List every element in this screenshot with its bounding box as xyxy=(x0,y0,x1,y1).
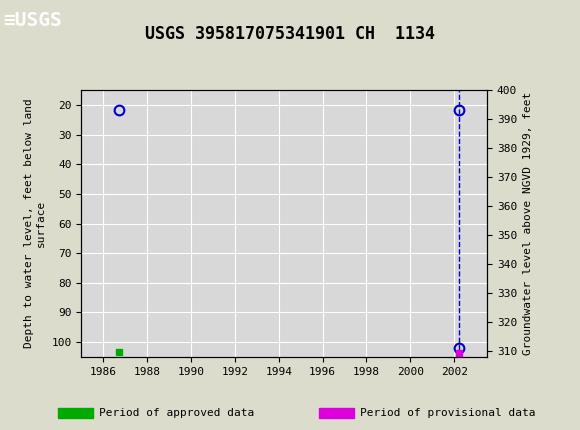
Y-axis label: Depth to water level, feet below land
surface: Depth to water level, feet below land su… xyxy=(24,99,46,348)
Text: Period of provisional data: Period of provisional data xyxy=(360,408,535,418)
Y-axis label: Groundwater level above NGVD 1929, feet: Groundwater level above NGVD 1929, feet xyxy=(523,92,532,355)
Text: ≡USGS: ≡USGS xyxy=(3,11,61,30)
Text: USGS 395817075341901 CH  1134: USGS 395817075341901 CH 1134 xyxy=(145,25,435,43)
Text: Period of approved data: Period of approved data xyxy=(99,408,254,418)
